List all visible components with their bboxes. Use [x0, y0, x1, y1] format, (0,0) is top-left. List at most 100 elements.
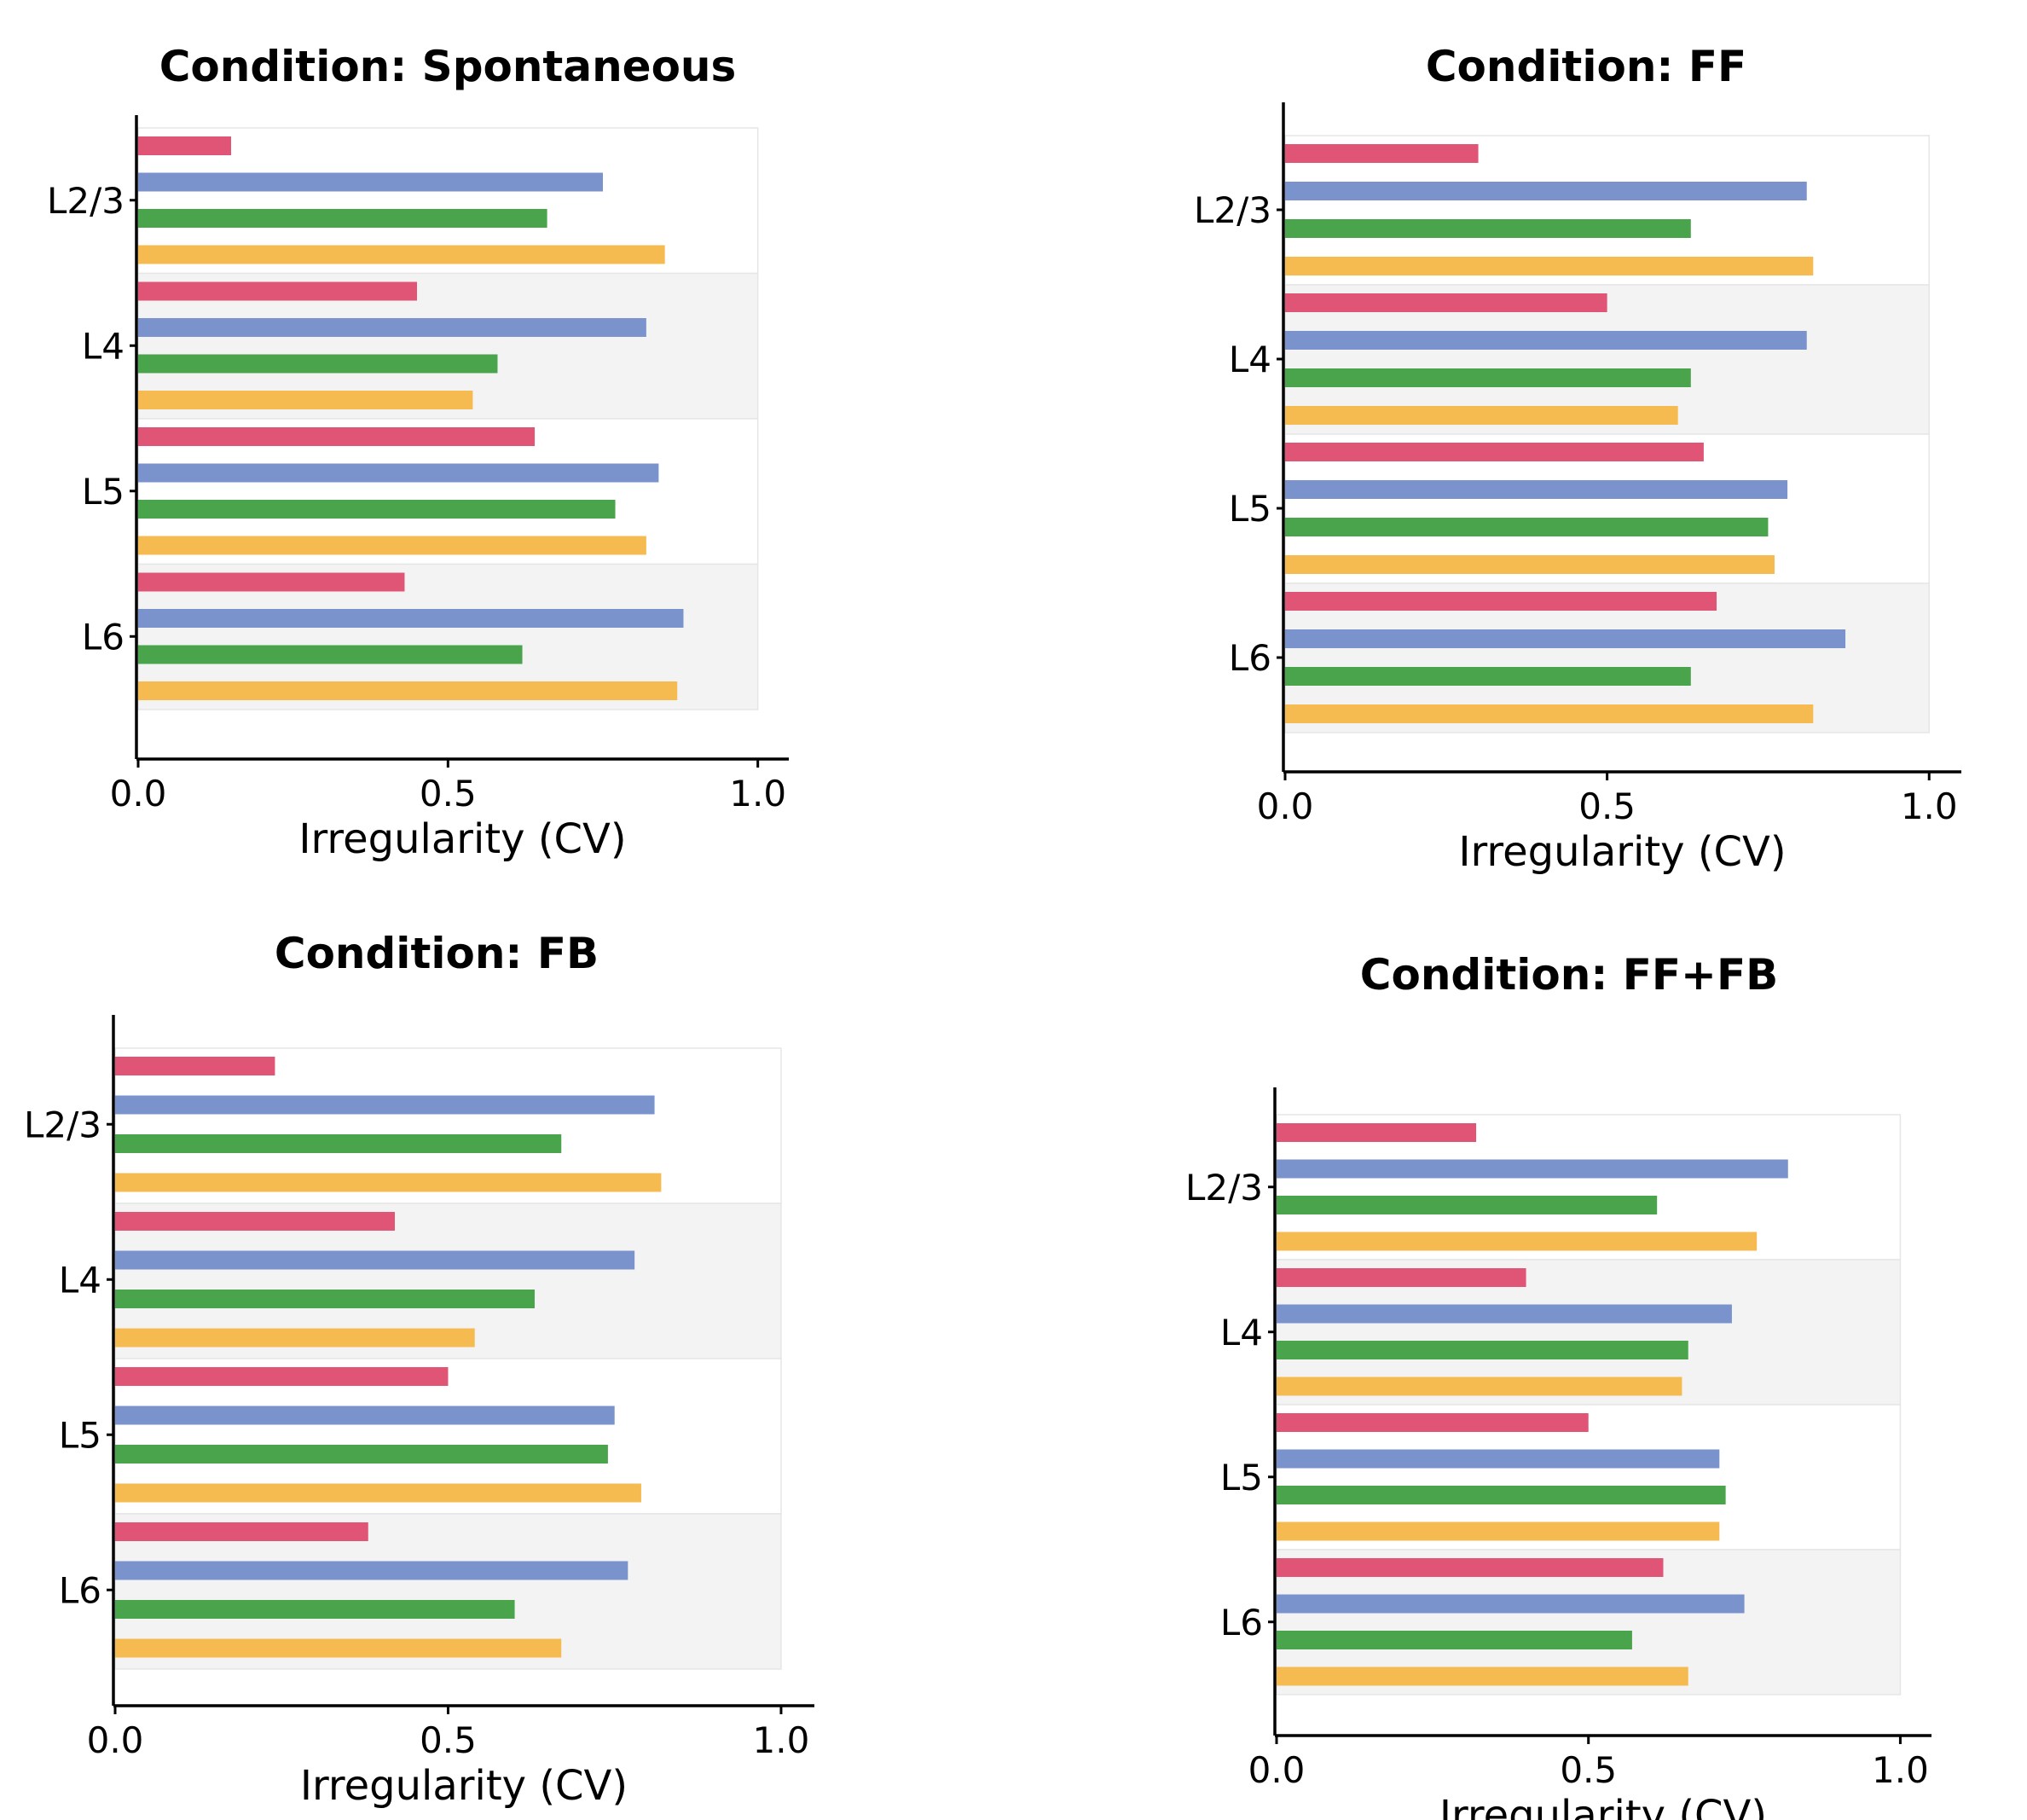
bar [1285, 331, 1807, 350]
x-tick-label: 0.0 [110, 773, 167, 814]
bar [1285, 667, 1691, 686]
bar [1277, 1449, 1720, 1469]
x-tick-label: 0.5 [420, 1719, 477, 1761]
x-tick-label: 0.5 [420, 773, 477, 814]
bar [1285, 592, 1717, 611]
y-tick-label: L6 [59, 1569, 101, 1611]
y-tick-label: L5 [59, 1414, 101, 1456]
y-tick-label: L6 [1229, 637, 1271, 679]
x-tick-label: 1.0 [729, 773, 786, 814]
bar [1285, 480, 1788, 499]
bar [115, 1328, 475, 1348]
y-tick-label: L2/3 [1185, 1167, 1263, 1209]
panel-spontaneous: Condition: Spontaneous L2/3 L4 L5 L6 0.0 0.5 1.… [0, 26, 853, 863]
panel-ff-fb: Condition: FF+FB L2/3 L4 L5 L6 0.0 0.5 1.0 Irreg… [1109, 947, 2004, 1820]
bar [138, 245, 665, 264]
bar [1277, 1413, 1589, 1432]
bar [1277, 1196, 1658, 1214]
bar [1277, 1232, 1758, 1251]
bar [1277, 1377, 1682, 1396]
bar [138, 681, 678, 700]
bar [1277, 1594, 1745, 1614]
bar [1285, 293, 1607, 312]
x-tick-label: 1.0 [1901, 785, 1958, 827]
x-axis-label: Irregularity (CV) [298, 815, 626, 863]
bar [1277, 1341, 1688, 1359]
bar [138, 318, 646, 337]
panel-ff: Condition: FF L2/3 L4 L5 L6 0.0 0.5 1.0 Irregula… [1109, 26, 2004, 876]
bar [1277, 1631, 1632, 1649]
bar [138, 500, 616, 519]
bar [138, 209, 547, 228]
bar [115, 1057, 275, 1075]
y-tick-label: L6 [1220, 1602, 1263, 1643]
bar [1277, 1486, 1726, 1504]
panel-fb: Condition: FB L2/3 L4 L5 L6 0.0 0.5 1.0 Irregula… [0, 925, 853, 1812]
x-tick-label: 1.0 [1872, 1749, 1929, 1791]
bar [138, 281, 417, 301]
bar [1285, 368, 1691, 387]
bar [115, 1173, 662, 1192]
y-tick-label: L6 [82, 616, 125, 658]
x-tick-label: 0.0 [1257, 785, 1314, 827]
bar [138, 136, 231, 155]
bar [115, 1638, 562, 1658]
bar [1285, 144, 1479, 163]
bar [115, 1522, 368, 1541]
bar [115, 1561, 628, 1580]
bar [115, 1290, 535, 1308]
bar [138, 427, 536, 446]
x-tick-label: 0.0 [87, 1719, 144, 1761]
y-tick-label: L4 [59, 1259, 101, 1301]
bar [115, 1095, 655, 1115]
bar [115, 1600, 515, 1619]
y-tick-label: L2/3 [47, 180, 125, 222]
bar [1285, 629, 1846, 648]
y-tick-label: L5 [1220, 1457, 1263, 1498]
bar [1277, 1159, 1788, 1179]
x-tick-label: 0.5 [1560, 1749, 1617, 1791]
bar [1277, 1304, 1732, 1324]
y-tick-label: L2/3 [1194, 189, 1271, 231]
bar [138, 572, 405, 592]
y-tick-label: L5 [82, 471, 125, 513]
x-axis-label: Irregularity (CV) [300, 1762, 628, 1810]
bar [138, 354, 498, 374]
y-tick-label: L2/3 [24, 1104, 101, 1145]
y-tick-label: L4 [1229, 339, 1271, 380]
chart-title: Condition: FB [275, 929, 599, 978]
bar [1277, 1268, 1526, 1287]
bar [115, 1367, 449, 1386]
y-tick-label: L4 [82, 325, 125, 367]
bar [138, 463, 659, 483]
x-axis-label: Irregularity (CV) [1439, 1792, 1767, 1820]
bar [1285, 257, 1814, 275]
bar [138, 172, 603, 192]
bar [1277, 1558, 1664, 1577]
x-axis-label: Irregularity (CV) [1458, 828, 1786, 876]
bar [1285, 704, 1814, 723]
chart-title: Condition: Spontaneous [159, 42, 737, 91]
chart-title: Condition: FF [1426, 42, 1746, 91]
bar [115, 1134, 562, 1153]
bar [1285, 518, 1769, 536]
bar [138, 609, 684, 628]
bar [1277, 1123, 1477, 1142]
bar [1285, 406, 1678, 425]
bar [115, 1406, 615, 1425]
bar [1285, 219, 1691, 238]
bar [1277, 1521, 1720, 1541]
bar [1285, 555, 1775, 574]
bar [115, 1250, 635, 1270]
x-tick-label: 0.5 [1578, 785, 1636, 827]
x-tick-label: 0.0 [1248, 1749, 1306, 1791]
bar [1285, 443, 1704, 461]
bar [115, 1445, 608, 1464]
x-tick-label: 1.0 [753, 1719, 810, 1761]
y-tick-label: L4 [1220, 1312, 1263, 1353]
chart-title: Condition: FF+FB [1360, 950, 1778, 1000]
y-tick-label: L5 [1229, 488, 1271, 530]
bar [115, 1212, 395, 1231]
bar [138, 391, 473, 409]
bar [1277, 1666, 1688, 1686]
